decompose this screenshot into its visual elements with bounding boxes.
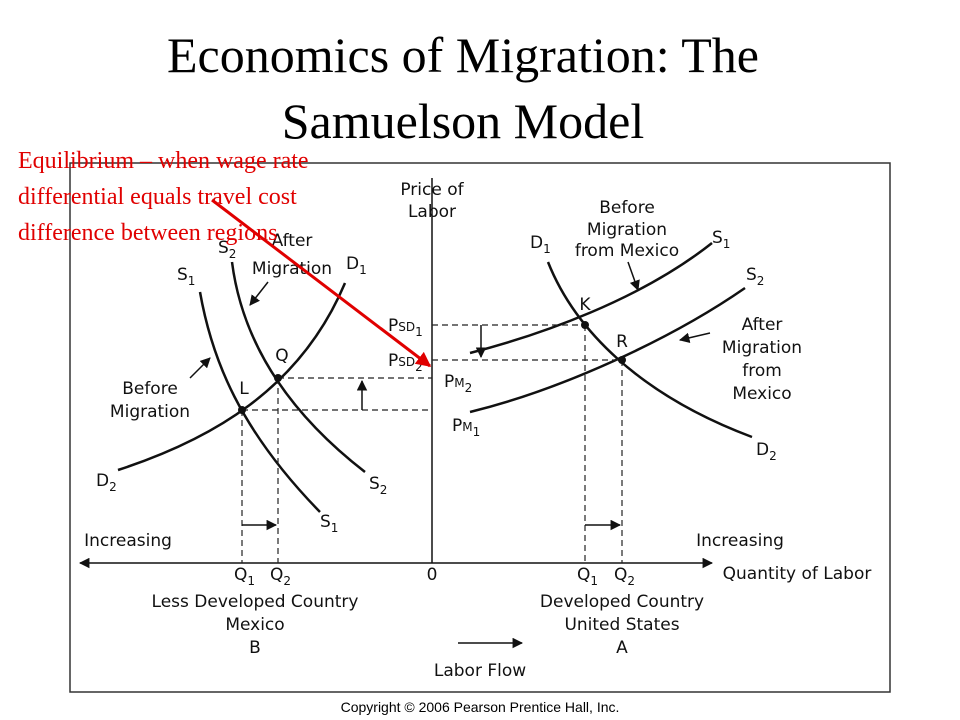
curve-label: D2	[96, 471, 117, 494]
left-supply-before	[198, 291, 321, 513]
left-demand	[117, 282, 347, 472]
curve-label: S2	[369, 474, 387, 497]
copyright: Copyright © 2006 Pearson Prentice Hall, …	[341, 699, 620, 715]
annotation: Equilibrium – when wage rate	[18, 148, 309, 174]
price-label: PSD1	[388, 316, 423, 339]
left-guides	[241, 377, 432, 563]
annotation: difference between regions	[18, 220, 277, 246]
point-label: L	[239, 379, 249, 399]
curve-label: S1	[177, 265, 195, 288]
country-label: Mexico	[225, 615, 284, 635]
curve-label: D1	[346, 254, 367, 277]
country-label: Less Developed Country	[152, 592, 359, 612]
direction-label: Increasing	[84, 531, 172, 551]
annotation: differential equals travel cost	[18, 184, 297, 210]
price-label: PM1	[452, 416, 480, 439]
quantity-label: Q1	[234, 565, 255, 588]
note: from Mexico	[575, 241, 679, 261]
diagram: Price of Labor Quantity of Labor 0 Incre…	[69, 162, 891, 693]
frame	[69, 162, 891, 693]
quantity-label: Q2	[270, 565, 291, 588]
note: Migration	[252, 259, 332, 279]
axis-label: Price of	[400, 180, 464, 200]
point-r	[618, 356, 626, 364]
country-label: Developed Country	[540, 592, 704, 612]
price-label: PM2	[444, 372, 472, 395]
price-label: PSD2	[388, 351, 423, 374]
right-guides	[432, 324, 623, 563]
point-k	[581, 321, 589, 329]
point-l	[238, 406, 246, 414]
left-supply-after	[230, 261, 366, 473]
note: Migration	[587, 220, 667, 240]
note: After	[742, 315, 783, 335]
note: Before	[599, 198, 655, 218]
origin-label: 0	[427, 565, 438, 585]
curve-label: S2	[218, 238, 236, 261]
note: from	[742, 361, 782, 381]
quantity-label: Q1	[577, 565, 598, 588]
callout-arrow	[627, 261, 640, 291]
callout-arrow	[189, 357, 211, 379]
note: Migration	[722, 338, 802, 358]
country-label: B	[249, 638, 261, 658]
curve-label: S1	[320, 512, 338, 535]
point-label: Q	[275, 346, 288, 366]
title: Samuelson Model	[282, 93, 644, 149]
right-supply-before	[469, 242, 713, 355]
labor-flow-label: Labor Flow	[434, 661, 526, 681]
annotation-arrow	[211, 198, 432, 368]
point-label: K	[579, 295, 591, 315]
note: Migration	[110, 402, 190, 422]
country-label: A	[616, 638, 628, 658]
quantity-label: Q2	[614, 565, 635, 588]
note: After	[272, 231, 313, 251]
country-label: United States	[564, 615, 679, 635]
direction-label: Increasing	[696, 531, 784, 551]
curve-label: D1	[530, 233, 551, 256]
curve-label: D2	[756, 440, 777, 463]
curve-label: S1	[712, 228, 730, 251]
point-q	[274, 374, 282, 382]
right-supply-after	[469, 286, 746, 414]
note: Before	[122, 379, 178, 399]
note: Mexico	[732, 384, 791, 404]
axis-label: Labor	[408, 202, 456, 222]
callout-arrow	[249, 281, 269, 306]
callout-arrow	[678, 332, 711, 343]
axis-label: Quantity of Labor	[723, 564, 872, 584]
point-label: R	[616, 332, 628, 352]
curve-label: S2	[746, 265, 764, 288]
title: Economics of Migration: The	[167, 27, 759, 83]
